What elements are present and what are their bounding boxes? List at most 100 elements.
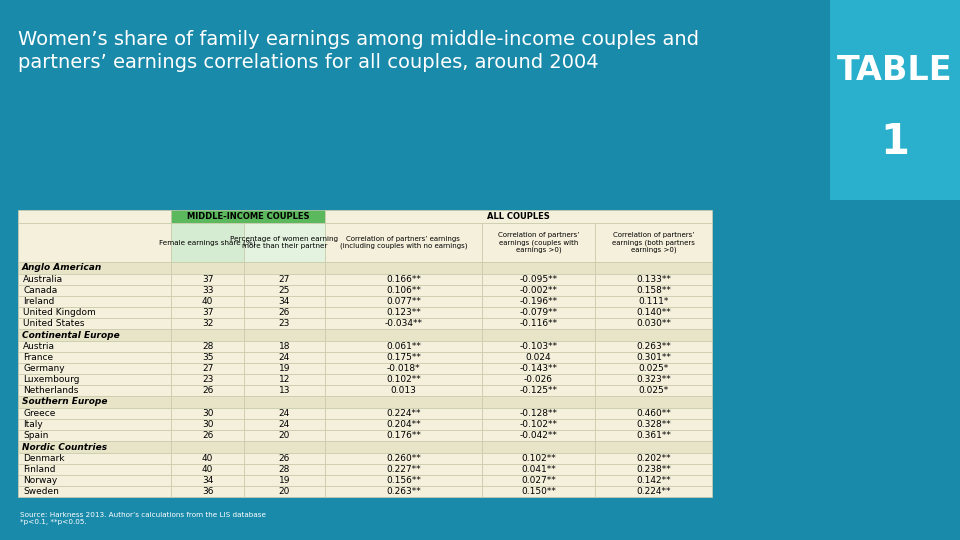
Bar xyxy=(171,419,244,430)
Bar xyxy=(244,262,324,274)
Text: Finland: Finland xyxy=(23,465,56,474)
Text: -0.128**: -0.128** xyxy=(519,409,558,418)
Bar xyxy=(324,352,482,363)
Text: -0.143**: -0.143** xyxy=(519,364,558,373)
Text: -0.034**: -0.034** xyxy=(384,319,422,328)
Text: 0.263**: 0.263** xyxy=(636,342,671,351)
Text: 0.106**: 0.106** xyxy=(386,286,420,295)
Text: 24: 24 xyxy=(278,409,290,418)
Bar xyxy=(171,430,244,441)
Bar xyxy=(18,396,171,408)
Bar xyxy=(18,486,171,497)
Bar xyxy=(324,475,482,486)
Text: Spain: Spain xyxy=(23,431,48,440)
Text: 19: 19 xyxy=(278,364,290,373)
Text: 26: 26 xyxy=(278,454,290,463)
Bar xyxy=(18,464,171,475)
Bar xyxy=(244,441,324,453)
Text: 0.224**: 0.224** xyxy=(386,409,420,418)
Text: Nordic Countries: Nordic Countries xyxy=(22,442,108,451)
Bar xyxy=(482,363,595,374)
Bar xyxy=(18,210,171,223)
Bar xyxy=(171,396,244,408)
Bar xyxy=(171,210,324,223)
Text: -0.196**: -0.196** xyxy=(519,297,558,306)
Text: Denmark: Denmark xyxy=(23,454,64,463)
Text: 27: 27 xyxy=(202,364,213,373)
Bar xyxy=(482,296,595,307)
Bar xyxy=(324,396,482,408)
Bar xyxy=(324,385,482,396)
Text: 20: 20 xyxy=(278,487,290,496)
Bar xyxy=(830,0,960,200)
Text: United States: United States xyxy=(23,319,84,328)
Bar xyxy=(482,419,595,430)
Text: 0.323**: 0.323** xyxy=(636,375,671,384)
Bar xyxy=(244,285,324,296)
Bar xyxy=(324,441,482,453)
Text: 30: 30 xyxy=(202,420,213,429)
Bar xyxy=(482,385,595,396)
Text: Netherlands: Netherlands xyxy=(23,386,79,395)
Bar xyxy=(324,453,482,464)
Text: Correlation of partners’
earnings (couples with
earnings >0): Correlation of partners’ earnings (coupl… xyxy=(498,232,579,253)
Bar xyxy=(482,285,595,296)
Text: -0.018*: -0.018* xyxy=(387,364,420,373)
Text: -0.102**: -0.102** xyxy=(519,420,558,429)
Text: TABLE: TABLE xyxy=(837,53,953,86)
Text: 0.227**: 0.227** xyxy=(386,465,420,474)
Bar xyxy=(482,223,595,262)
Text: 35: 35 xyxy=(202,353,213,362)
Text: United Kingdom: United Kingdom xyxy=(23,308,96,317)
Text: 37: 37 xyxy=(202,275,213,284)
Bar xyxy=(324,296,482,307)
Text: 0.102**: 0.102** xyxy=(386,375,420,384)
Bar xyxy=(171,329,244,341)
Bar xyxy=(18,475,171,486)
Bar xyxy=(244,352,324,363)
Bar xyxy=(324,210,712,223)
Bar xyxy=(482,374,595,385)
Text: 25: 25 xyxy=(278,286,290,295)
Text: 0.024: 0.024 xyxy=(526,353,551,362)
Text: 0.176**: 0.176** xyxy=(386,431,420,440)
Bar xyxy=(18,363,171,374)
Text: 26: 26 xyxy=(278,308,290,317)
Text: Percentage of women earning
more than their partner: Percentage of women earning more than th… xyxy=(230,236,338,249)
Bar xyxy=(244,453,324,464)
Text: 12: 12 xyxy=(278,375,290,384)
Text: 0.041**: 0.041** xyxy=(521,465,556,474)
Text: 0.133**: 0.133** xyxy=(636,275,671,284)
Bar xyxy=(324,329,482,341)
Bar xyxy=(171,453,244,464)
Bar xyxy=(482,475,595,486)
Bar xyxy=(171,363,244,374)
Bar xyxy=(595,486,712,497)
Bar xyxy=(171,385,244,396)
Text: 0.238**: 0.238** xyxy=(636,465,671,474)
Bar xyxy=(244,419,324,430)
Bar xyxy=(595,274,712,285)
Bar xyxy=(171,464,244,475)
Bar xyxy=(244,430,324,441)
Text: -0.002**: -0.002** xyxy=(519,286,558,295)
Text: Norway: Norway xyxy=(23,476,58,485)
Text: 34: 34 xyxy=(278,297,290,306)
Text: -0.079**: -0.079** xyxy=(519,308,558,317)
Text: 0.166**: 0.166** xyxy=(386,275,420,284)
Text: Canada: Canada xyxy=(23,286,58,295)
Text: -0.095**: -0.095** xyxy=(519,275,558,284)
Text: 28: 28 xyxy=(202,342,213,351)
Bar xyxy=(18,352,171,363)
Bar xyxy=(324,464,482,475)
Text: -0.103**: -0.103** xyxy=(519,342,558,351)
Bar xyxy=(244,475,324,486)
Bar xyxy=(595,475,712,486)
Text: 20: 20 xyxy=(278,431,290,440)
Bar xyxy=(171,408,244,419)
Text: Sweden: Sweden xyxy=(23,487,59,496)
Text: Ireland: Ireland xyxy=(23,297,55,306)
Text: 28: 28 xyxy=(278,465,290,474)
Text: 0.030**: 0.030** xyxy=(636,319,671,328)
Bar xyxy=(244,363,324,374)
